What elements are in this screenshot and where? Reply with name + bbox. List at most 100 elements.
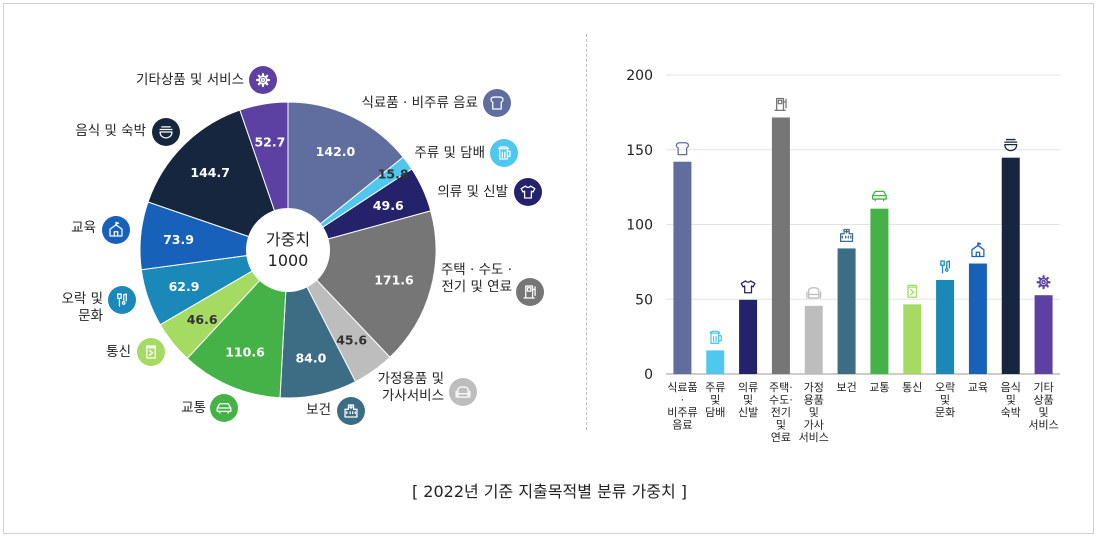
x-tick-label: 및 — [940, 394, 950, 407]
donut-center-total: 1000 — [268, 251, 309, 270]
x-tick-label: 및 — [1039, 406, 1049, 419]
fuel-icon — [523, 285, 536, 299]
bread-icon — [490, 96, 504, 110]
bar — [804, 305, 823, 374]
x-tick-label: 기타 — [1033, 381, 1053, 394]
gear-icon — [1036, 275, 1051, 290]
donut-slice — [287, 101, 404, 252]
donut-center-label: 가중치 — [266, 230, 310, 249]
x-tick-label: 통신 — [902, 381, 922, 394]
donut-value-label: 46.6 — [187, 312, 218, 327]
bar — [870, 208, 889, 374]
beer-icon — [709, 330, 722, 344]
donut-icon-badge — [516, 278, 544, 306]
figure-caption: [ 2022년 기준 지출목적별 분류 가중치 ] — [411, 482, 688, 501]
donut-value-label: 52.7 — [254, 135, 285, 150]
x-tick-label: 숙박 — [1001, 406, 1021, 419]
x-tick-label: 및 — [743, 394, 753, 407]
microphone-icon — [117, 293, 127, 307]
panel-divider — [586, 34, 587, 430]
donut-category-label: 교통 — [181, 400, 206, 416]
donut-value-label: 84.0 — [295, 351, 326, 366]
x-tick-label: 담배 — [705, 406, 725, 419]
donut-category-label: 음식 및 숙박 — [75, 123, 146, 139]
bar — [837, 248, 856, 374]
donut-category-label: 보건 — [306, 402, 331, 418]
bar — [673, 161, 692, 374]
x-tick-label: 서비스 — [1028, 419, 1058, 432]
bar — [903, 304, 922, 374]
x-tick-label: 신발 — [738, 406, 758, 419]
bar — [1034, 295, 1053, 374]
y-tick-label: 50 — [635, 292, 653, 308]
donut-value-label: 49.6 — [373, 198, 404, 213]
x-tick-label: 및 — [710, 394, 720, 407]
sofa-icon — [806, 287, 822, 299]
donut-chart: 142.0 15.8 49.6 171.6 45.6 84.0 110.6 46.6 62.9 7… — [61, 66, 544, 425]
donut-value-label: 62.9 — [169, 279, 200, 294]
x-tick-label: 서비스 — [799, 431, 829, 444]
x-tick-label: · — [681, 394, 685, 407]
phone-icon — [907, 284, 918, 298]
x-tick-label: 비주류 — [667, 406, 697, 419]
donut-slice — [147, 109, 289, 251]
gear-icon — [255, 72, 271, 88]
donut-value-label: 15.8 — [378, 167, 409, 182]
shirt-icon — [740, 280, 756, 294]
donut-icon-badge — [483, 89, 511, 117]
bar — [968, 263, 987, 374]
x-tick-label: 교육 — [968, 381, 988, 394]
donut-icon-badge — [249, 66, 277, 94]
donut-value-label: 142.0 — [316, 144, 356, 159]
x-tick-label: 및 — [809, 406, 819, 419]
x-tick-label: 가정 — [804, 381, 824, 394]
x-tick-label: 음료 — [672, 419, 692, 432]
hospital-icon — [344, 404, 358, 418]
donut-icon-badge — [449, 378, 477, 406]
donut-category-label: 통신 — [106, 344, 131, 360]
donut-icon-badge — [514, 178, 542, 206]
donut-icon-badge — [108, 286, 136, 314]
y-tick-label: 150 — [626, 143, 653, 159]
donut-category-label: 주택 · 수도 · — [441, 262, 512, 278]
bread-icon — [675, 142, 690, 156]
fuel-icon — [774, 97, 787, 112]
donut-slice — [186, 248, 289, 399]
donut-category-label: 가사서비스 — [382, 388, 444, 404]
donut-hole — [246, 208, 330, 292]
donut-value-label: 171.6 — [374, 272, 414, 287]
donut-icon-badge — [337, 397, 365, 425]
hospital-icon — [839, 228, 854, 243]
car-icon — [216, 403, 232, 414]
donut-category-label: 오락 및 — [61, 291, 103, 307]
donut-category-label: 가정용품 및 — [378, 371, 444, 387]
donut-category-label: 식료품 · 비주류 음료 — [361, 95, 478, 111]
bar — [706, 350, 725, 374]
bowl-icon — [159, 126, 173, 139]
x-tick-label: 수도· — [769, 394, 793, 407]
donut-value-label: 110.6 — [225, 344, 265, 359]
donut-category-label: 기타상품 및 서비스 — [136, 72, 244, 88]
x-tick-label: 용품 — [804, 394, 824, 407]
phone-icon — [146, 345, 156, 359]
y-tick-label: 100 — [626, 218, 653, 234]
x-tick-label: 가사 — [804, 419, 824, 432]
donut-category-label: 의류 및 신발 — [437, 184, 508, 200]
x-tick-label: 상품 — [1033, 394, 1053, 407]
x-tick-label: 음식 — [1001, 381, 1021, 394]
x-tick-label: 교통 — [869, 381, 889, 394]
bowl-icon — [1004, 138, 1018, 152]
bar — [1001, 157, 1020, 374]
school-icon — [109, 221, 123, 237]
x-tick-label: 연료 — [771, 431, 791, 444]
x-tick-label: 주택· — [769, 381, 793, 394]
donut-icon-badge — [102, 216, 130, 244]
shirt-icon — [520, 185, 536, 199]
car-icon — [871, 190, 887, 202]
donut-category-label: 교육 — [71, 220, 96, 236]
sofa-icon — [455, 386, 471, 398]
figure-frame — [3, 3, 1094, 534]
x-tick-label: 식료품 — [667, 381, 697, 394]
x-tick-label: 및 — [1006, 394, 1016, 407]
